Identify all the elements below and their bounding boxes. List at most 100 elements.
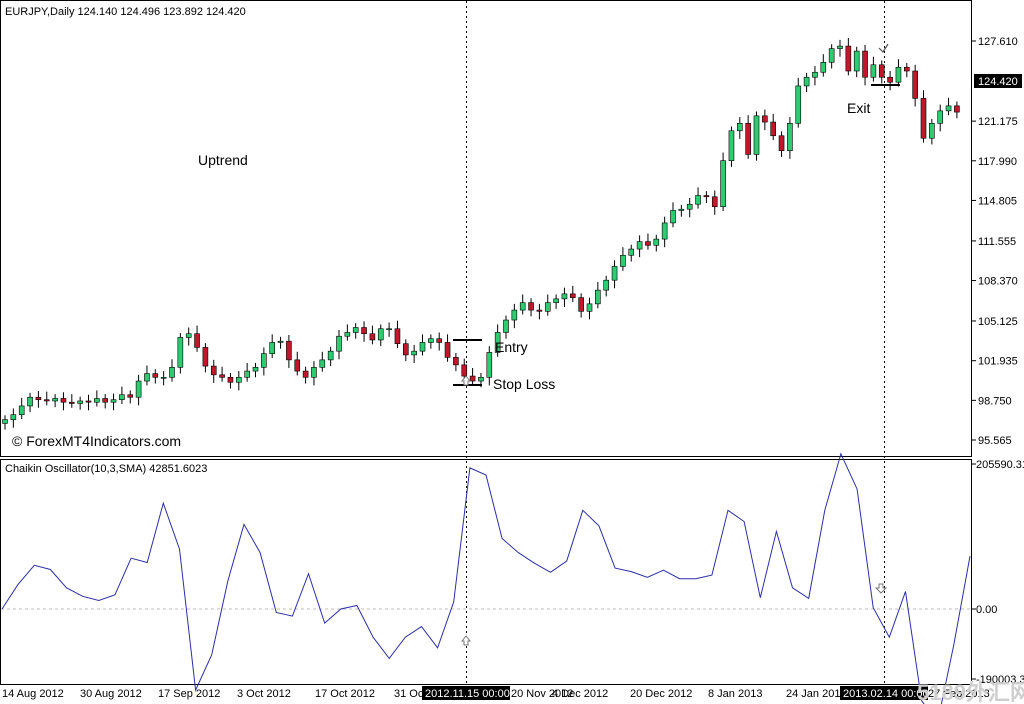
candle (929, 118, 935, 145)
price-tick-label: 105.125 (978, 316, 1018, 328)
candle (903, 62, 910, 78)
candle-body (478, 377, 484, 382)
candle-body (269, 342, 276, 354)
candle-body (252, 367, 259, 372)
candle-body (920, 98, 927, 139)
price-tick-label: 108.370 (978, 276, 1018, 288)
candle (720, 152, 726, 212)
indicator-panel[interactable] (0, 459, 972, 685)
candle (945, 97, 952, 116)
candle (18, 397, 25, 420)
candle (528, 298, 534, 317)
candle-body (511, 309, 518, 321)
candle (402, 339, 409, 362)
candle (169, 359, 175, 382)
candle (753, 111, 760, 161)
candle (912, 64, 918, 107)
candle-body (227, 377, 234, 383)
candle (762, 109, 768, 131)
entry-date-label: 2012.11.15 00:00 (425, 688, 510, 700)
candle-body (127, 394, 134, 398)
price-tick-label: 114.805 (978, 195, 1017, 207)
candle-body (536, 309, 543, 312)
current-price-box (974, 74, 1022, 88)
candle (837, 39, 843, 57)
time-label: 30 Aug 2012 (80, 688, 142, 700)
oscillator-arrow-down-icon (874, 583, 888, 594)
ind-tick-top: 205590.31 (976, 459, 1024, 471)
candle-body (152, 373, 159, 378)
candle-body (912, 70, 918, 99)
time-label: 4 Dec 2012 (552, 688, 608, 700)
candle (394, 320, 401, 349)
candle (937, 104, 944, 132)
candle-body (411, 350, 417, 356)
candle (127, 390, 134, 404)
candle (336, 329, 342, 360)
exit-label: Exit (847, 100, 870, 116)
candle-body (261, 353, 267, 368)
price-tick-label: 117.990 (978, 156, 1017, 168)
candle-body (636, 241, 643, 250)
candle (361, 321, 367, 342)
price-panel[interactable] (0, 0, 972, 457)
candle (60, 392, 67, 411)
candle-body (812, 71, 818, 78)
candle-body (787, 123, 793, 151)
candle-body (210, 365, 217, 376)
candle-body (94, 398, 100, 403)
candle-body (236, 377, 242, 383)
candle-body (628, 248, 635, 256)
entry-arrow-up-icon (460, 375, 472, 386)
candle-body (85, 400, 92, 403)
candle (778, 131, 785, 157)
indicator-axis: 205590.31 0.00 -190003.32 (972, 459, 1024, 686)
price-tick-label: 101.935 (978, 356, 1018, 368)
candle-body (553, 298, 559, 303)
candle-body (43, 399, 50, 402)
candle (578, 293, 584, 318)
time-label: 3 Oct 2012 (237, 688, 291, 700)
candle (569, 285, 576, 302)
candle-body (569, 293, 576, 298)
candle-body (486, 352, 493, 378)
candle (286, 334, 292, 368)
candle (436, 332, 443, 351)
candle-body (845, 45, 852, 72)
candle-body (519, 302, 526, 311)
price-tick-label: 111.555 (978, 236, 1016, 248)
candle-body (736, 123, 743, 132)
candle-body (778, 135, 785, 151)
candle-body (27, 396, 33, 407)
candle (428, 334, 434, 349)
candle-body (528, 302, 534, 311)
corner-watermark: 5189外汇网 (917, 680, 1024, 704)
candle (636, 235, 643, 258)
uptrend-label: Uptrend (198, 152, 248, 168)
candle-body (77, 400, 83, 404)
candle-body (10, 414, 17, 420)
candle-body (327, 350, 334, 361)
watermark-text: © ForexMT4Indicators.com (12, 433, 181, 449)
candle (352, 323, 359, 339)
time-label: 27 Feb 2013 (928, 688, 990, 700)
candle (870, 56, 877, 82)
candle (453, 353, 459, 372)
price-tick-label: 127.610 (978, 36, 1018, 48)
candle (695, 187, 701, 209)
candle-body (102, 398, 108, 403)
candle (553, 294, 559, 309)
candle (102, 394, 108, 409)
candle-body (954, 105, 960, 113)
candle (386, 322, 392, 337)
candle (185, 327, 192, 346)
candle-body (194, 333, 200, 348)
candle (311, 361, 317, 386)
candle (177, 333, 184, 374)
candle-body (311, 367, 317, 378)
candle-body (461, 364, 468, 377)
candle-body (620, 254, 626, 267)
candle (69, 394, 75, 408)
candle-body (762, 115, 768, 123)
candle (670, 202, 676, 228)
